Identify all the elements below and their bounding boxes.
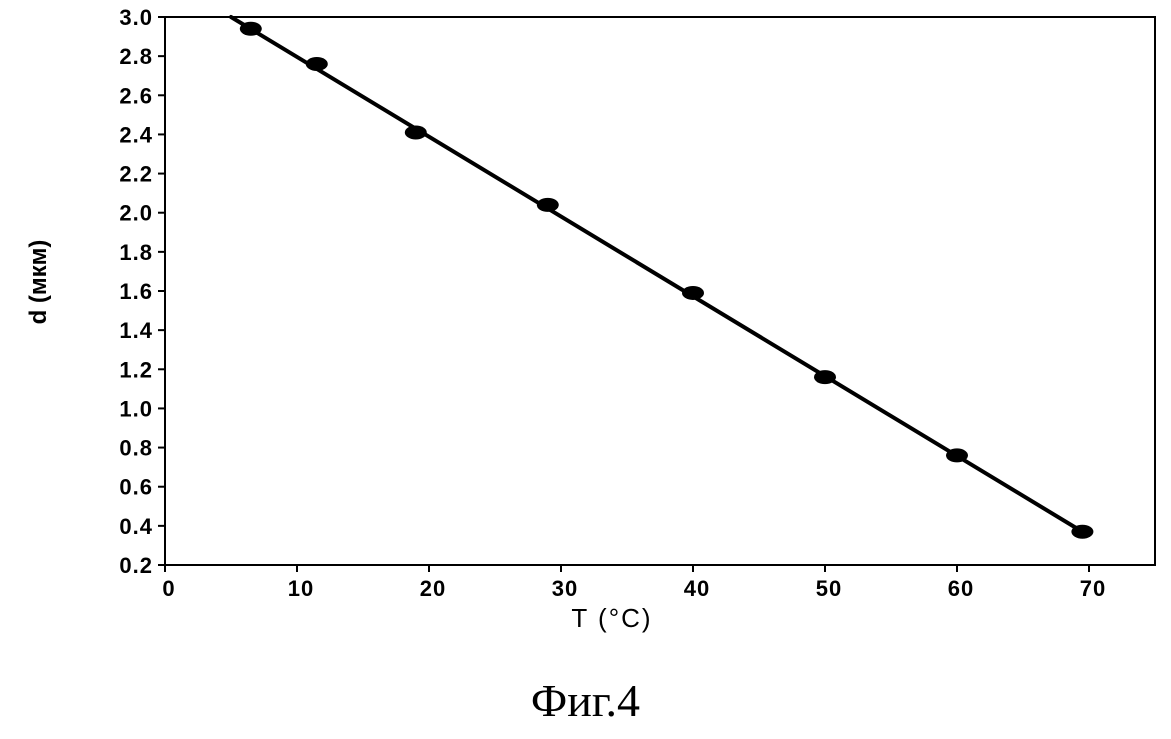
y-tick-label: 0.8 [119,436,153,461]
y-tick-label: 0.4 [119,514,153,539]
x-tick-label: 10 [288,576,314,601]
data-point [1071,525,1093,539]
x-tick-label: 50 [816,576,842,601]
y-tick-label: 1.2 [119,357,153,382]
y-tick-label: 0.2 [119,553,153,578]
y-tick-label: 3.0 [119,5,153,30]
y-axis-ticks: 0.2 0.4 0.6 0.8 1.0 1.2 1.4 1.6 1.8 2.0 2.2 2.4 2.6 2… [119,5,165,578]
y-tick-label: 2.0 [119,201,153,226]
y-axis-label: d (мкм) [25,240,52,325]
x-tick-label: 20 [420,576,446,601]
chart: 0.2 0.4 0.6 0.8 1.0 1.2 1.4 1.6 1.8 2.0 2.2 2.4 2.6 2… [0,0,1171,660]
data-point [537,198,559,212]
data-point [405,125,427,139]
x-tick-label: 70 [1080,576,1106,601]
x-axis-ticks: 0 10 20 30 40 50 60 70 [162,565,1106,601]
y-tick-label: 0.6 [119,475,153,500]
x-tick-label: 30 [552,576,578,601]
plot-frame [165,17,1155,565]
x-tick-label: 40 [684,576,710,601]
y-tick-label: 1.6 [119,279,153,304]
data-point [682,286,704,300]
y-tick-label: 1.4 [119,318,153,343]
y-tick-label: 1.0 [119,396,153,421]
y-tick-label: 2.2 [119,162,153,187]
data-point [814,370,836,384]
x-tick-label: 60 [948,576,974,601]
data-point [946,448,968,462]
x-tick-label: 0 [162,576,175,601]
x-axis-label: T (°C) [571,603,652,633]
y-tick-label: 2.8 [119,44,153,69]
plot-border [165,17,1155,565]
data-point [240,22,262,36]
y-tick-label: 1.8 [119,240,153,265]
y-tick-label: 2.4 [119,122,153,147]
y-tick-label: 2.6 [119,83,153,108]
data-point [306,57,328,71]
figure-caption: Фиг.4 [0,674,1171,727]
